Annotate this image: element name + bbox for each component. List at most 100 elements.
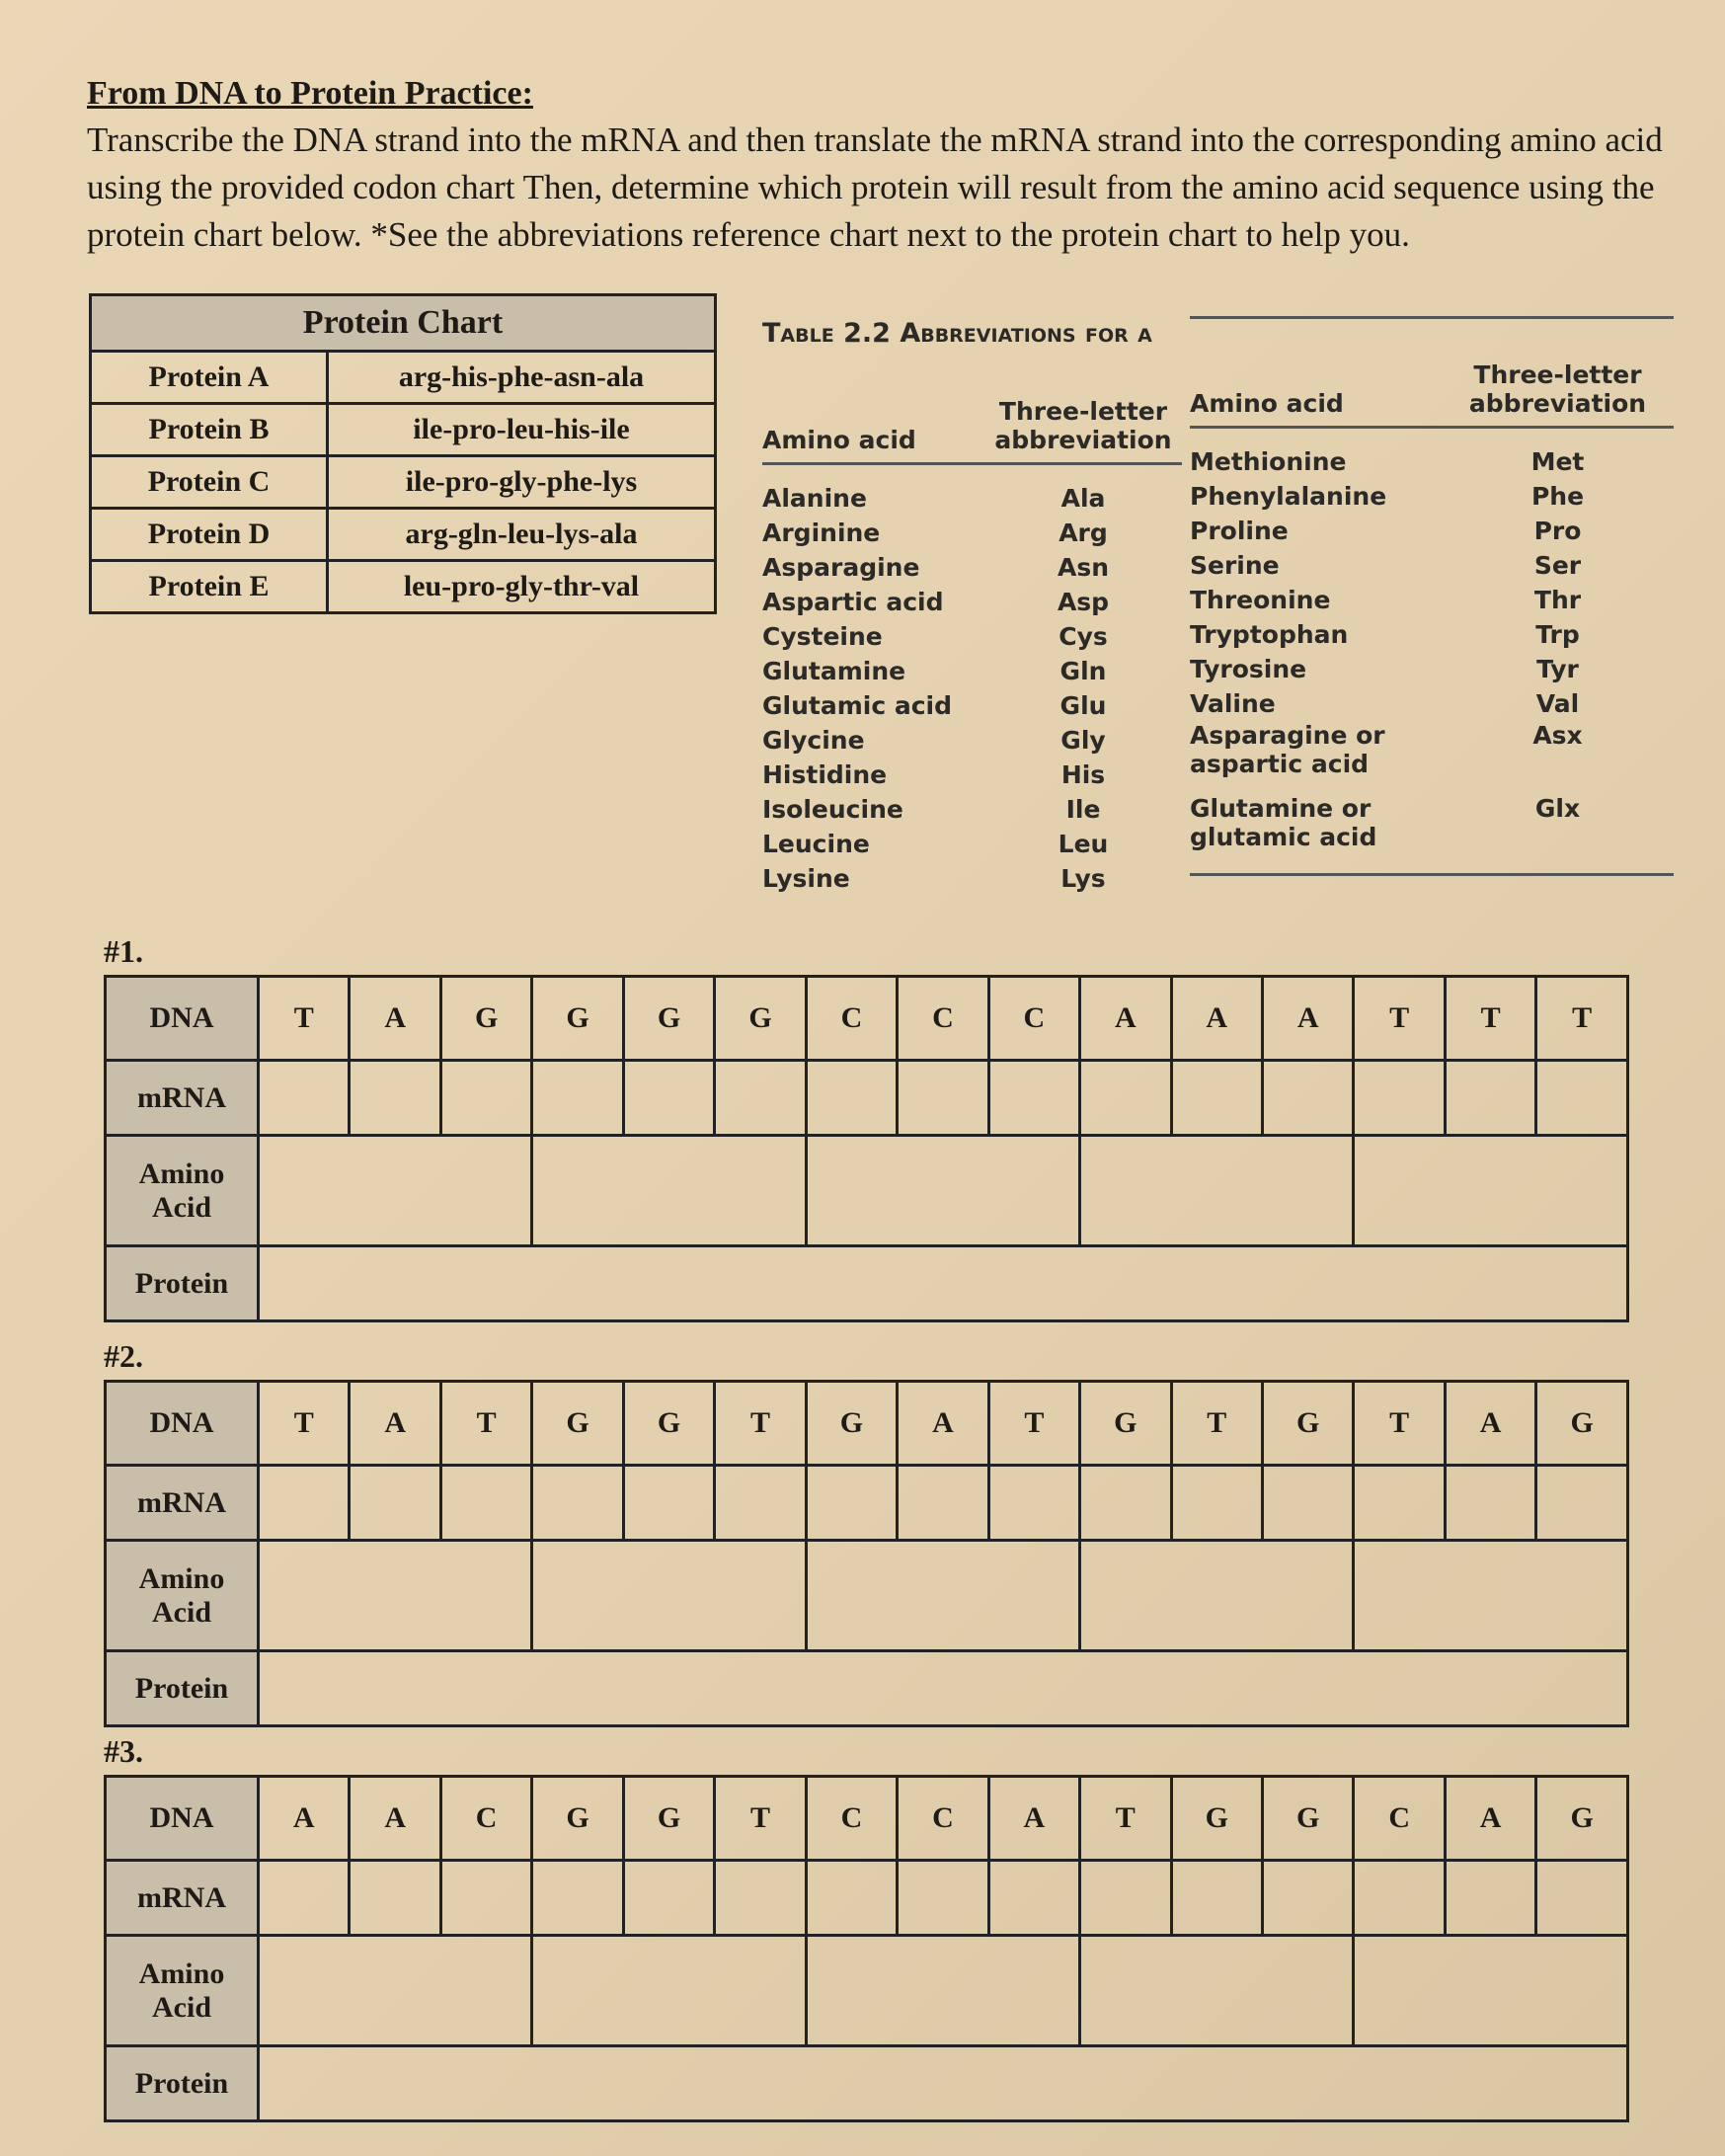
abbreviation: Asx — [1532, 721, 1583, 750]
abbreviation: Phe — [1530, 482, 1585, 511]
row-label: DNA — [104, 975, 260, 1062]
problem-row: mRNA — [104, 1859, 1629, 1937]
dna-base: T — [713, 1775, 808, 1862]
problem-row: mRNA — [104, 1464, 1629, 1542]
amino-acid-name: Aspartic acid — [762, 588, 944, 616]
mrna-blank — [438, 1059, 534, 1137]
dna-base: G — [1260, 1380, 1356, 1467]
abbreviation: Met — [1530, 447, 1585, 476]
amino-acid-name: Asparagine or aspartic acid — [1190, 721, 1385, 778]
mrna-blank — [896, 1059, 990, 1137]
dna-base: T — [1534, 975, 1629, 1062]
amino-acid-blank — [1078, 1539, 1356, 1652]
column-header: Amino acid — [762, 426, 916, 454]
row-label: DNA — [104, 1380, 260, 1467]
amino-acid-blank — [256, 1934, 534, 2047]
mrna-blank — [1352, 1059, 1447, 1137]
mrna-blank — [530, 1464, 625, 1542]
column-header: Three-letter abbreviation — [1468, 360, 1647, 418]
mrna-blank — [348, 1859, 442, 1937]
column-header: Amino acid — [1190, 389, 1344, 418]
dna-base: G — [621, 1775, 717, 1862]
mrna-blank — [713, 1059, 808, 1137]
amino-acid-name: Cysteine — [762, 622, 883, 651]
amino-acid-blank — [1352, 1539, 1629, 1652]
mrna-blank — [986, 1464, 1082, 1542]
amino-acid-blank — [256, 1539, 534, 1652]
dna-base: G — [1260, 1775, 1356, 1862]
dna-base: C — [986, 975, 1082, 1062]
abbreviation: Glu — [1059, 691, 1107, 720]
abbreviation-row: Tyrosine Tyr — [1190, 652, 1674, 686]
dna-base: T — [256, 1380, 352, 1467]
problem-row: Amino Acid — [104, 1934, 1629, 2047]
dna-base: T — [1352, 975, 1447, 1062]
mrna-blank — [348, 1059, 442, 1137]
amino-acid-blank — [530, 1934, 808, 2047]
mrna-blank — [1078, 1859, 1173, 1937]
amino-acid-blank — [1352, 1134, 1629, 1247]
dna-base: G — [1078, 1380, 1173, 1467]
dna-base: C — [1352, 1775, 1447, 1862]
mrna-blank — [804, 1059, 900, 1137]
amino-acid-name: Methionine — [1190, 447, 1347, 476]
abbreviation-row: Threonine Thr — [1190, 583, 1674, 617]
protein-name: Protein B — [89, 402, 329, 457]
protein-name: Protein A — [89, 350, 329, 405]
dna-base: C — [804, 1775, 900, 1862]
abbreviation: Trp — [1535, 620, 1580, 649]
problem-row: mRNA — [104, 1059, 1629, 1137]
dna-base: A — [986, 1775, 1082, 1862]
problem-row: DNA A A C G G T C C A T G G C A G — [104, 1775, 1629, 1862]
amino-acid-name: Glutamic acid — [762, 691, 953, 720]
row-label: Protein — [104, 1649, 260, 1727]
abbreviation-row: Alanine Ala — [762, 481, 1182, 516]
protein-sequence: ile-pro-leu-his-ile — [326, 402, 717, 457]
dna-base: G — [530, 1380, 625, 1467]
problem-row: Protein — [104, 1649, 1629, 1727]
abbreviation: Arg — [1059, 519, 1108, 547]
amino-acid-name: Alanine — [762, 484, 867, 513]
amino-acid-name: Lysine — [762, 864, 850, 893]
mrna-blank — [256, 1059, 352, 1137]
mrna-blank — [1534, 1859, 1629, 1937]
mrna-blank — [621, 1059, 717, 1137]
dna-base: G — [1169, 1775, 1264, 1862]
protein-name: Protein D — [89, 507, 329, 562]
abbreviation-row: Tryptophan Trp — [1190, 617, 1674, 652]
row-label: Amino Acid — [104, 1934, 260, 2047]
abbreviation-row: Leucine Leu — [762, 827, 1182, 861]
abbreviation-table-right: Amino acid Three-letter abbreviation Methi… — [1190, 316, 1674, 876]
caption: Table 2.2 Abbreviations for a — [762, 318, 1152, 349]
mrna-blank — [1169, 1059, 1264, 1137]
amino-acid-name: Tyrosine — [1190, 655, 1307, 683]
amino-acid-blank — [804, 1934, 1082, 2047]
abbreviation-row: Asparagine or aspartic acid Asx — [1190, 721, 1674, 794]
amino-acid-blank — [256, 1134, 534, 1247]
dna-base: G — [1534, 1775, 1629, 1862]
mrna-blank — [1352, 1859, 1447, 1937]
mrna-blank — [530, 1059, 625, 1137]
mrna-blank — [1169, 1464, 1264, 1542]
dna-base: G — [438, 975, 534, 1062]
amino-acid-blank — [530, 1539, 808, 1652]
dna-base: C — [896, 1775, 990, 1862]
abbreviation: Asp — [1057, 588, 1110, 616]
protein-blank — [257, 2044, 1629, 2122]
dna-base: T — [1443, 975, 1538, 1062]
dna-base: A — [256, 1775, 352, 1862]
spacer — [762, 465, 1182, 481]
dna-base: C — [896, 975, 990, 1062]
mrna-blank — [1534, 1464, 1629, 1542]
mrna-blank — [896, 1859, 990, 1937]
mrna-blank — [1534, 1059, 1629, 1137]
row-label: mRNA — [104, 1859, 260, 1937]
abbreviation: Glx — [1534, 794, 1581, 823]
abbreviation-row: Arginine Arg — [762, 516, 1182, 550]
dna-base: A — [1443, 1775, 1538, 1862]
